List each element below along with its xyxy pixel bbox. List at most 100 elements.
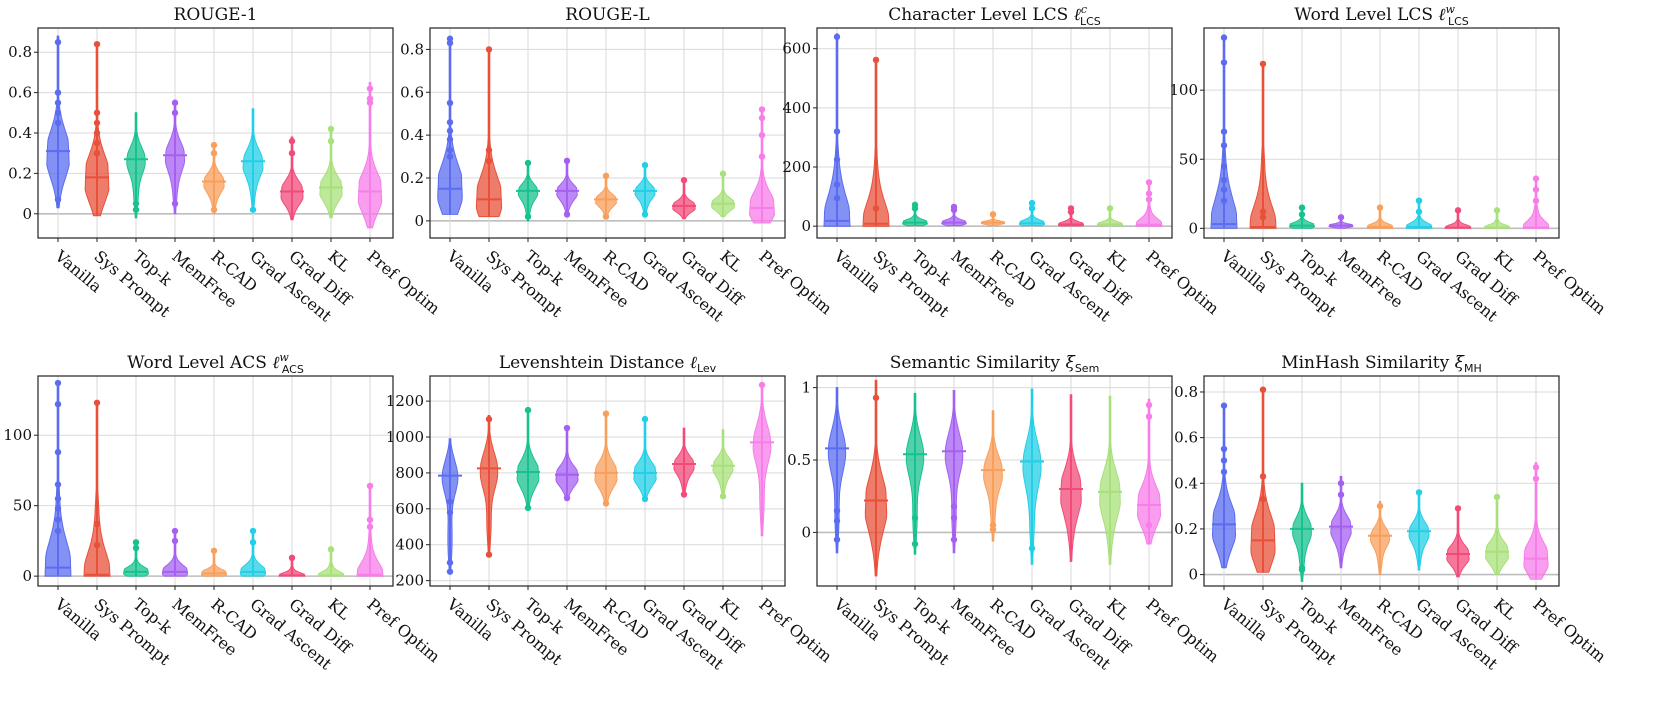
y-tick-label: 0: [1188, 219, 1198, 237]
axes-frame: [37, 375, 394, 587]
outlier-point: [288, 149, 296, 157]
outlier-point: [833, 507, 841, 514]
outlier-point: [1532, 175, 1540, 182]
outlier-point: [171, 99, 179, 106]
y-tick-label: 1: [801, 379, 811, 397]
outlier-point: [1145, 179, 1153, 186]
outlier-point: [1220, 128, 1228, 135]
outlier-point: [485, 157, 493, 165]
outlier-point: [524, 213, 532, 220]
y-tick-label: 800: [395, 464, 424, 482]
x-tick-label: KL: [1490, 247, 1520, 276]
x-tick-label: KL: [716, 595, 746, 624]
x-tick-label: Pref Optim: [363, 595, 443, 667]
panel-title: Character Level LCS ℓc LCS: [888, 3, 1101, 28]
outlier-point: [719, 493, 727, 500]
x-tick-label: KL: [716, 247, 746, 276]
panel-title: ROUGE-L: [565, 5, 649, 25]
outlier-point: [1220, 402, 1228, 409]
outlier-point: [54, 99, 62, 106]
outlier-point: [93, 149, 101, 157]
outlier-point: [1337, 214, 1345, 221]
x-tick-label: KL: [1490, 595, 1520, 624]
outlier-point: [210, 206, 218, 213]
outlier-point: [641, 415, 649, 423]
outlier-point: [485, 46, 493, 53]
outlier-point: [1415, 489, 1423, 496]
y-tick-label: 100: [1169, 81, 1198, 99]
outlier-point: [833, 517, 841, 525]
outlier-point: [1145, 196, 1153, 203]
outlier-point: [563, 494, 571, 502]
outlier-point: [1298, 564, 1306, 571]
outlier-point: [563, 157, 571, 165]
outlier-point: [602, 500, 610, 507]
outlier-point: [1376, 502, 1384, 510]
outlier-point: [132, 206, 140, 213]
outlier-point: [1145, 521, 1153, 529]
outlier-point: [911, 205, 919, 212]
outlier-point: [989, 211, 997, 218]
x-tick-label: KL: [1103, 595, 1133, 624]
outlier-point: [1493, 493, 1501, 501]
outlier-point: [1454, 505, 1462, 512]
outlier-point: [54, 196, 62, 203]
x-tick-label: Pref Optim: [1529, 595, 1609, 667]
outlier-point: [1454, 207, 1462, 214]
outlier-point: [1259, 473, 1267, 480]
outlier-point: [1337, 491, 1345, 498]
outlier-point: [758, 381, 766, 389]
outlier-point: [1220, 162, 1228, 170]
y-tick-label: 400: [782, 99, 811, 117]
outlier-point: [288, 554, 296, 562]
x-tick-label: Pref Optim: [1529, 247, 1609, 319]
outlier-point: [1298, 204, 1306, 211]
panel-title: Levenshtein Distance ℓLev: [499, 353, 717, 375]
panel-title: ROUGE-1: [174, 5, 258, 25]
x-tick-label: Pref Optim: [1142, 247, 1222, 319]
outlier-point: [1259, 214, 1267, 221]
outlier-point: [485, 415, 493, 423]
outlier-point: [446, 119, 454, 126]
outlier-point: [758, 114, 766, 122]
y-tick-label: 600: [395, 500, 424, 518]
outlier-point: [485, 551, 493, 558]
outlier-point: [1532, 186, 1540, 193]
outlier-point: [1028, 199, 1036, 207]
outlier-point: [641, 495, 649, 503]
outlier-point: [288, 137, 296, 145]
outlier-point: [563, 424, 571, 432]
y-tick-label: 0.4: [1174, 474, 1198, 492]
x-tick-label: Pref Optim: [755, 247, 835, 319]
y-tick-label: 0.4: [400, 126, 424, 144]
outlier-point: [446, 136, 454, 143]
outlier-point: [485, 146, 493, 154]
outlier-point: [1145, 401, 1153, 409]
y-tick-label: 0: [22, 567, 32, 585]
outlier-point: [1532, 197, 1540, 204]
outlier-point: [1220, 142, 1228, 149]
x-tick-label: KL: [324, 595, 354, 624]
outlier-point: [54, 38, 62, 46]
outlier-point: [54, 109, 62, 117]
outlier-point: [1220, 34, 1228, 41]
y-tick-label: 50: [1179, 150, 1198, 168]
outlier-point: [758, 106, 766, 113]
outlier-point: [1532, 464, 1540, 471]
outlier-point: [1220, 457, 1228, 464]
outlier-point: [54, 89, 62, 96]
outlier-point: [171, 109, 179, 117]
outlier-point: [446, 559, 454, 566]
y-tick-label: 200: [395, 572, 424, 590]
outlier-point: [1106, 205, 1114, 212]
outlier-point: [54, 119, 62, 127]
outlier-point: [93, 40, 101, 48]
outlier-point: [524, 504, 532, 512]
outlier-point: [327, 137, 335, 145]
outlier-point: [93, 541, 101, 549]
